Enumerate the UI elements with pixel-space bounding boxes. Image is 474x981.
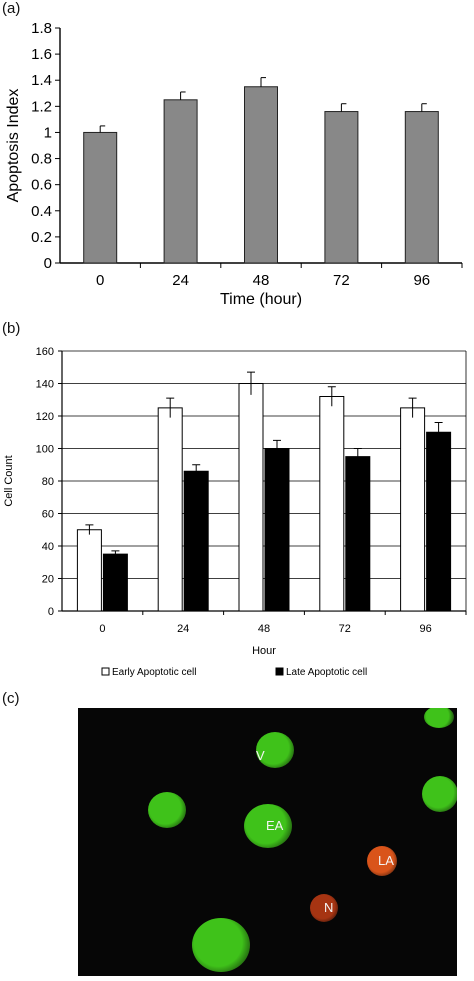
y-tick-label: 40 xyxy=(42,541,54,553)
y-tick-label: 140 xyxy=(36,379,54,391)
fluorescence-micrograph: V EA LA N xyxy=(78,708,457,976)
cell-viable-top xyxy=(256,732,294,768)
x-axis-title: Hour xyxy=(252,645,276,657)
y-tick-label: 0.6 xyxy=(31,177,52,194)
panel-label-c: (c) xyxy=(2,690,20,707)
bar xyxy=(163,99,198,264)
panel-label-b: (b) xyxy=(2,320,21,337)
x-axis-title: Time (hour) xyxy=(220,291,302,308)
y-tick-label: 60 xyxy=(42,509,54,521)
bar xyxy=(324,111,359,264)
bar-late xyxy=(264,448,290,612)
y-tick-label: 1 xyxy=(44,124,52,141)
legend-swatch xyxy=(275,667,284,676)
panel-label-a: (a) xyxy=(2,0,21,17)
cell-necrotic xyxy=(310,894,338,922)
bar-early xyxy=(76,529,102,612)
y-axis-title: Cell Count xyxy=(3,455,15,506)
legend-swatch xyxy=(101,667,110,676)
y-tick-label: 0 xyxy=(48,606,54,618)
x-tick-label: 72 xyxy=(339,623,351,635)
x-tick-label: 96 xyxy=(413,272,430,289)
bar xyxy=(244,86,278,264)
chart-apoptosis-index: 0 0.2 0.4 0.6 0.8 1 1.2 1.4 1.6 1.8 0 24 48 72 96 Time … xyxy=(5,20,463,308)
y-tick-label: 20 xyxy=(42,574,54,586)
bar-early xyxy=(157,407,183,612)
chart-cell-count: 0 20 40 60 80 100 120 140 160 0 24 48 72 96 Hour Cell C… xyxy=(3,346,467,678)
cell-label-ea: EA xyxy=(266,818,284,833)
bar xyxy=(404,111,439,264)
x-tick-label: 72 xyxy=(333,272,350,289)
x-tick-label: 0 xyxy=(99,623,105,635)
x-tick-label: 24 xyxy=(172,272,189,289)
y-axis-title: Apoptosis Index xyxy=(5,89,22,203)
y-tick-label: 0.4 xyxy=(31,203,52,220)
y-tick-label: 1.2 xyxy=(31,98,52,115)
y-tick-label: 1.8 xyxy=(31,20,52,37)
cell-viable-right xyxy=(422,776,457,812)
cell-label-la: LA xyxy=(378,853,394,868)
y-tick-label: 0.8 xyxy=(31,151,52,168)
cell-early-apoptotic xyxy=(244,804,292,848)
bar-late xyxy=(183,470,209,612)
y-tick-label: 160 xyxy=(36,346,54,358)
bar-early xyxy=(400,407,426,612)
y-tick-label: 80 xyxy=(42,476,54,488)
legend-label: Late Apoptotic cell xyxy=(286,667,367,678)
bar-early xyxy=(319,396,345,612)
bar-early xyxy=(238,383,264,612)
x-tick-label: 48 xyxy=(253,272,270,289)
bar xyxy=(83,131,118,264)
cell-viable-left xyxy=(148,792,186,828)
y-tick-label: 1.6 xyxy=(31,46,52,63)
bar-late xyxy=(345,456,371,612)
bar-late xyxy=(102,553,128,612)
y-tick-label: 0.2 xyxy=(31,229,52,246)
legend-label: Early Apoptotic cell xyxy=(112,667,197,678)
x-tick-label: 24 xyxy=(177,623,189,635)
x-tick-label: 96 xyxy=(419,623,431,635)
bar-late xyxy=(426,431,452,612)
y-tick-label: 120 xyxy=(36,411,54,423)
x-tick-label: 48 xyxy=(258,623,270,635)
x-tick-label: 0 xyxy=(96,272,104,289)
cell-label-n: N xyxy=(324,900,334,915)
cell-label-v: V xyxy=(256,748,265,763)
cell-viable-bottom xyxy=(192,918,250,972)
y-tick-label: 100 xyxy=(36,444,54,456)
y-tick-label: 0 xyxy=(44,255,52,272)
cell-viable-corner xyxy=(424,708,454,728)
cell-late-apoptotic xyxy=(367,846,397,876)
y-tick-label: 1.4 xyxy=(31,72,52,89)
